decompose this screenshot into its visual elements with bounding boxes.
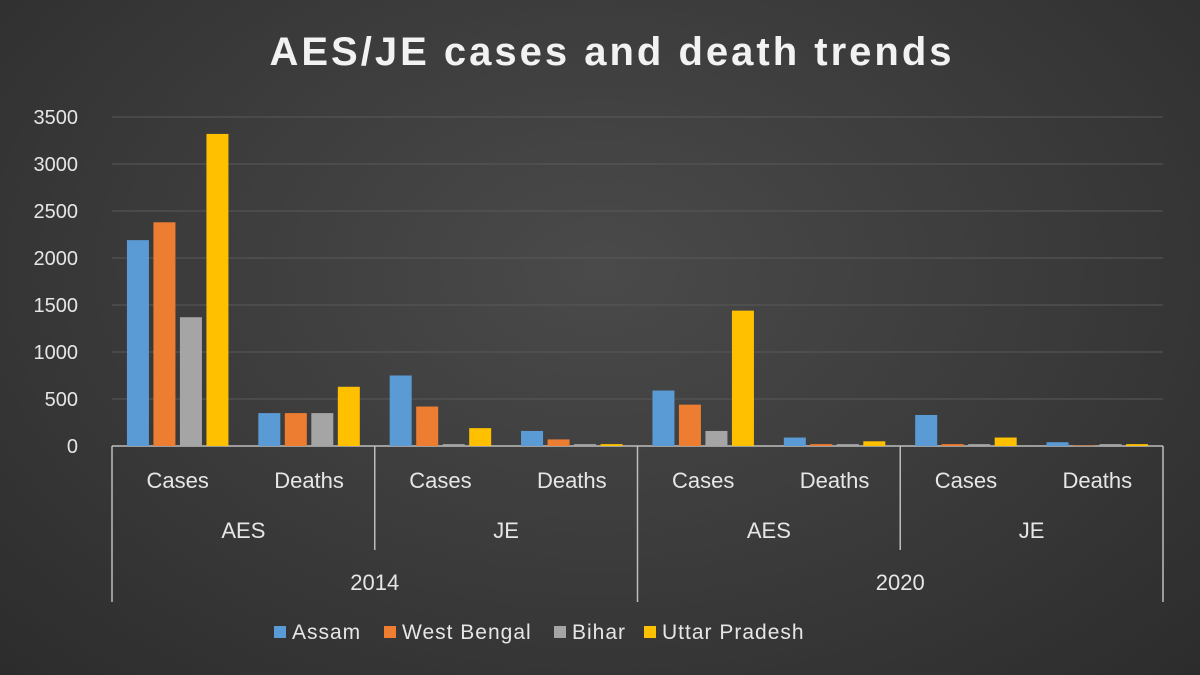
x-tick-label-measure: Deaths xyxy=(537,468,607,493)
legend-swatch xyxy=(384,626,396,638)
gridlines xyxy=(112,116,1163,447)
x-tick-label-measure: Deaths xyxy=(274,468,344,493)
bar-uttar-pradesh xyxy=(337,386,360,446)
x-tick-label-measure: Cases xyxy=(935,468,997,493)
bar-uttar-pradesh xyxy=(1126,444,1149,446)
bar-west-bengal xyxy=(547,439,570,446)
y-tick-label: 0 xyxy=(67,436,78,458)
bar-uttar-pradesh xyxy=(863,441,886,446)
bar-assam xyxy=(1046,442,1069,446)
bar-west-bengal xyxy=(153,222,176,446)
x-tick-label-disease: AES xyxy=(747,518,791,543)
x-tick-label-measure: Cases xyxy=(672,468,734,493)
bar-west-bengal xyxy=(810,444,833,446)
chart-title: AES/JE cases and death trends xyxy=(269,30,954,74)
bar-uttar-pradesh xyxy=(469,428,492,446)
bar-uttar-pradesh xyxy=(731,310,754,446)
y-tick-label: 1000 xyxy=(34,342,79,364)
bar-assam xyxy=(783,437,806,446)
bar-west-bengal xyxy=(678,404,701,446)
bar-bihar xyxy=(1099,444,1122,446)
bar-assam xyxy=(652,390,675,446)
bar-assam xyxy=(258,413,281,446)
bar-assam xyxy=(389,375,412,446)
bar-bihar xyxy=(311,413,334,446)
y-tick-label: 2000 xyxy=(34,248,79,270)
bar-bihar xyxy=(705,430,728,446)
bar-bihar xyxy=(836,444,859,446)
y-tick-label: 2500 xyxy=(34,201,79,223)
legend-swatch xyxy=(274,626,286,638)
bar-uttar-pradesh xyxy=(600,444,623,446)
bars xyxy=(126,133,1149,447)
x-tick-label-measure: Deaths xyxy=(1062,468,1132,493)
x-tick-label-year: 2020 xyxy=(876,570,925,595)
y-axis-ticks: 0 500 1000 1500 2000 2500 3000 3500 xyxy=(34,107,79,458)
bar-assam xyxy=(126,240,149,446)
bar-assam xyxy=(915,414,938,446)
bar-west-bengal xyxy=(1073,445,1096,447)
legend-label: West Bengal xyxy=(402,621,532,644)
x-axis: Cases Deaths Cases Deaths Cases Deaths Cases De… xyxy=(111,446,1164,602)
bar-west-bengal xyxy=(284,413,307,446)
bar-uttar-pradesh xyxy=(994,437,1017,446)
y-tick-label: 3500 xyxy=(34,107,79,129)
bar-assam xyxy=(521,430,544,446)
x-tick-label-disease: JE xyxy=(493,518,519,543)
y-tick-label: 3000 xyxy=(34,154,79,176)
bar-uttar-pradesh xyxy=(206,133,229,447)
legend-label: Assam xyxy=(292,621,361,644)
bar-bihar xyxy=(574,444,597,446)
bar-west-bengal xyxy=(941,444,964,446)
x-tick-label-disease: AES xyxy=(221,518,265,543)
bar-bihar xyxy=(179,317,202,446)
y-tick-label: 1500 xyxy=(34,295,79,317)
legend-swatch xyxy=(644,626,656,638)
bar-bihar xyxy=(968,444,991,446)
bar-west-bengal xyxy=(416,406,439,446)
x-tick-label-year: 2014 xyxy=(350,570,399,595)
legend-label: Bihar xyxy=(572,621,626,644)
legend: Assam West Bengal Bihar Uttar Pradesh xyxy=(274,621,805,644)
legend-swatch xyxy=(554,626,566,638)
x-tick-label-disease: JE xyxy=(1019,518,1045,543)
x-tick-label-measure: Cases xyxy=(409,468,471,493)
bar-bihar xyxy=(442,444,465,446)
x-tick-label-measure: Deaths xyxy=(800,468,870,493)
x-tick-label-measure: Cases xyxy=(147,468,209,493)
y-tick-label: 500 xyxy=(45,389,78,411)
legend-label: Uttar Pradesh xyxy=(662,621,805,644)
